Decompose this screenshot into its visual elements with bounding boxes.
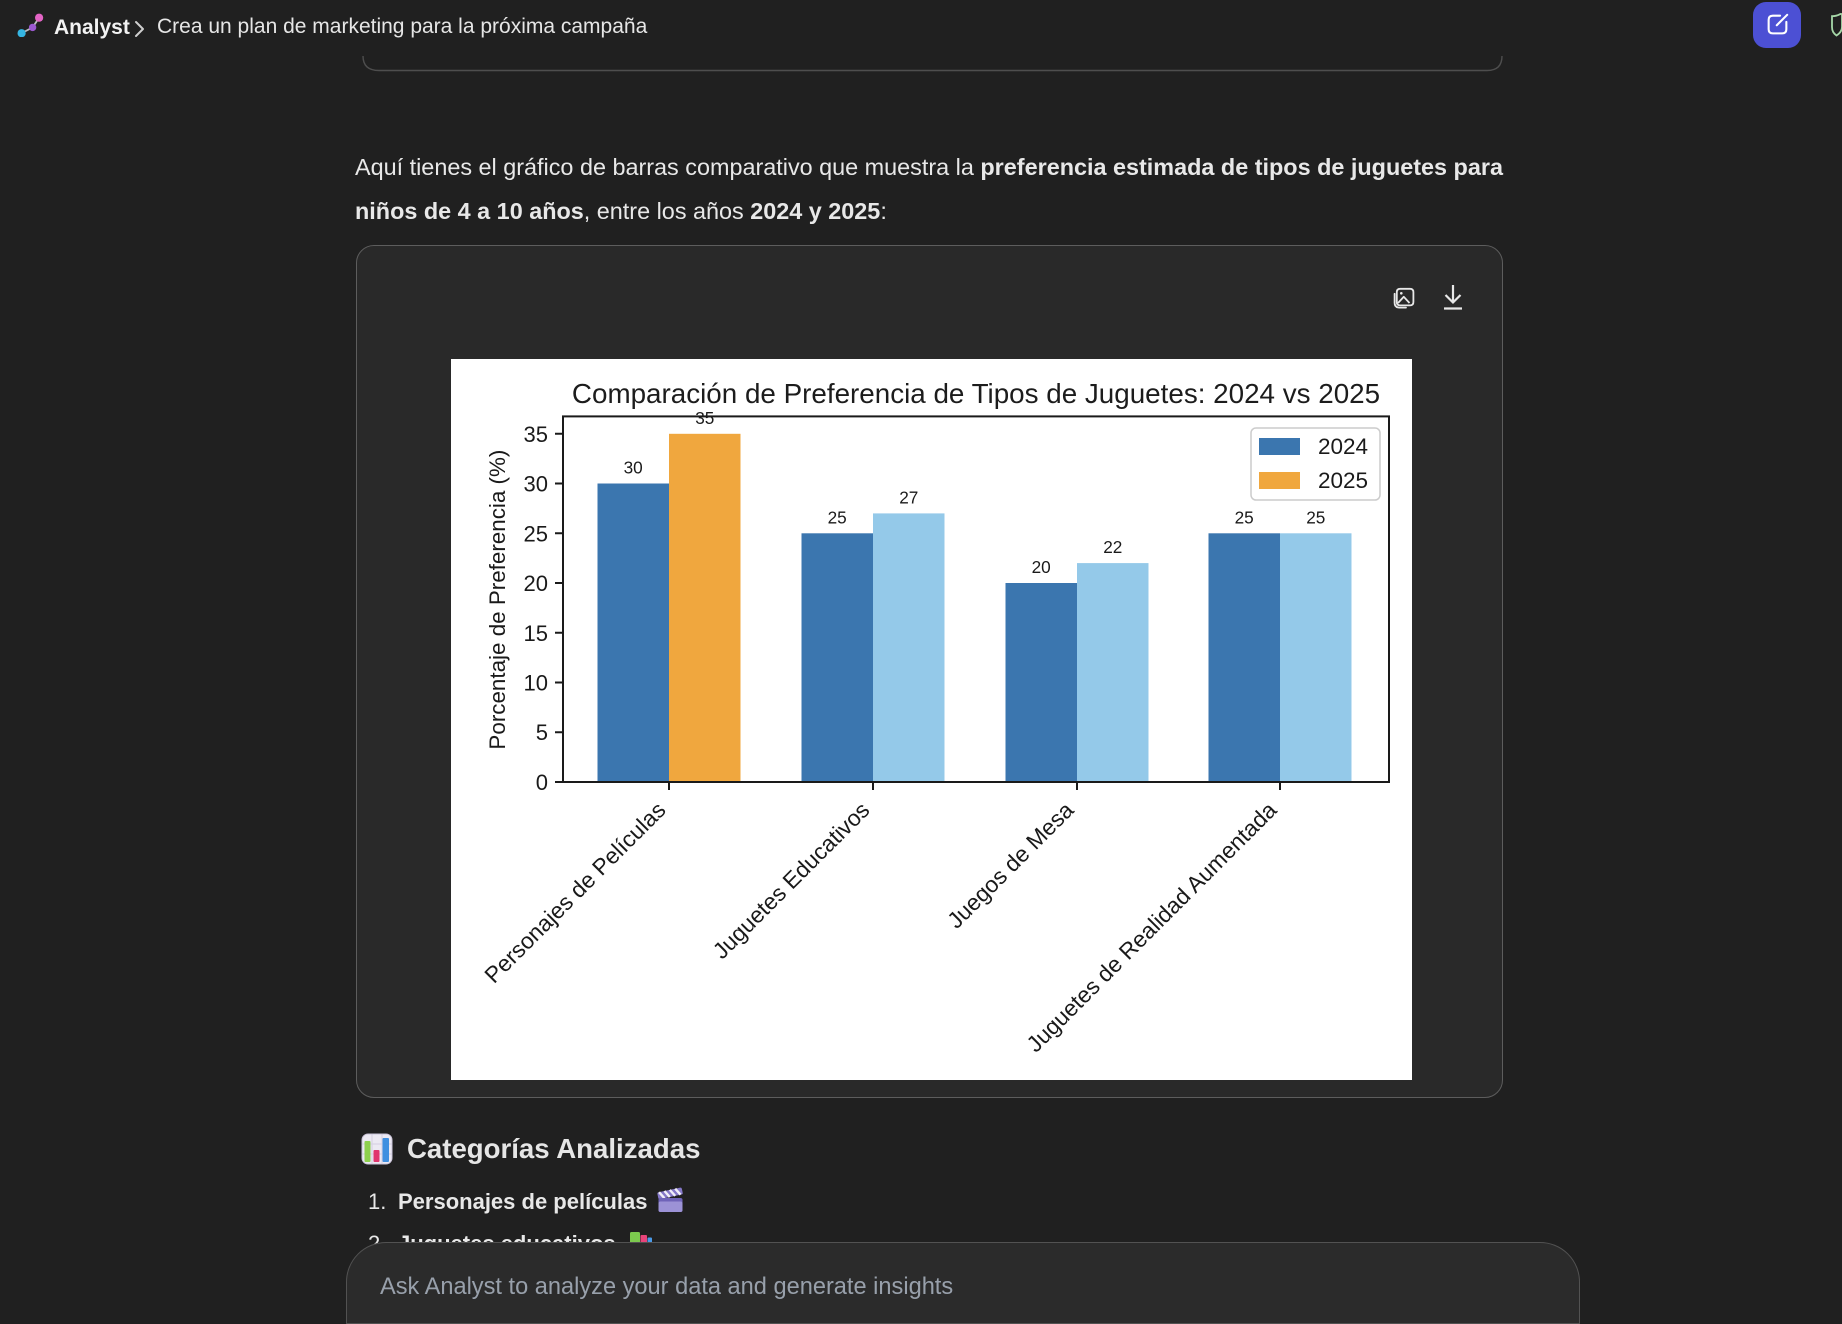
svg-text:25: 25 — [524, 521, 548, 546]
svg-text:Juguetes Educativos: Juguetes Educativos — [707, 797, 874, 964]
svg-text:30: 30 — [624, 458, 643, 478]
svg-text:35: 35 — [524, 422, 548, 447]
svg-text:Personajes de Películas: Personajes de Películas — [479, 797, 670, 988]
svg-text:10: 10 — [524, 671, 548, 696]
svg-text:25: 25 — [1235, 507, 1254, 527]
svg-text:25: 25 — [1306, 507, 1325, 527]
svg-text:0: 0 — [536, 770, 548, 795]
svg-text:30: 30 — [524, 472, 548, 497]
svg-text:5: 5 — [536, 720, 548, 745]
svg-text:20: 20 — [1032, 557, 1051, 577]
svg-text:20: 20 — [524, 571, 548, 596]
svg-text:22: 22 — [1103, 537, 1122, 557]
svg-text:Juegos de Mesa: Juegos de Mesa — [942, 796, 1079, 933]
svg-text:25: 25 — [828, 507, 847, 527]
svg-text:2024: 2024 — [1318, 434, 1368, 459]
svg-text:35: 35 — [695, 408, 714, 428]
svg-text:Porcentaje de Preferencia (%): Porcentaje de Preferencia (%) — [485, 450, 510, 750]
svg-text:27: 27 — [899, 487, 918, 507]
svg-text:2025: 2025 — [1318, 468, 1368, 493]
svg-text:Comparación de Preferencia de: Comparación de Preferencia de Tipos de J… — [572, 378, 1380, 409]
svg-text:15: 15 — [524, 621, 548, 646]
svg-text:Juguetes de Realidad Aumentada: Juguetes de Realidad Aumentada — [1021, 796, 1282, 1057]
